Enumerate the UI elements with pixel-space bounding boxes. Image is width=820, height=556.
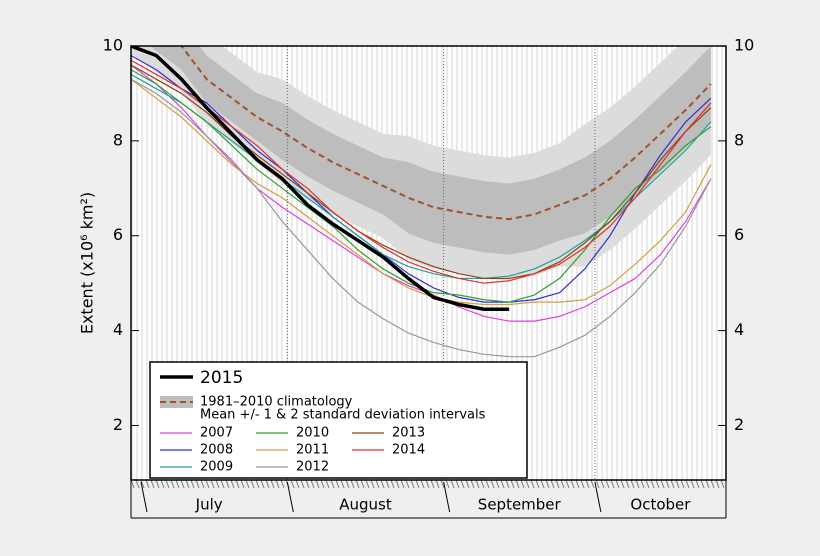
series-line [131,78,712,358]
legend-box [149,361,528,479]
legend-label: 2010 [296,426,329,441]
overlay [131,45,726,513]
month-tick [594,481,602,513]
legend-label: 1981–2010 climatology [200,395,353,410]
series-line [131,78,712,306]
series-line [131,54,712,303]
y-tick-label: 4 [113,320,123,339]
y2-tick-label: 8 [734,130,744,149]
y-tick-label: 6 [113,225,123,244]
series-line [131,64,712,322]
plot-frame [130,45,727,481]
legend-label: 2008 [200,443,233,458]
x-tick-label: August [339,496,392,514]
x-tick-label: September [478,496,562,514]
day-ticks [131,480,726,488]
legend-band-label: Mean +/- 1 & 2 standard deviation interv… [200,408,486,423]
month-tick [286,481,294,513]
y-tick-label: 10 [103,36,123,55]
legend-label: 2009 [200,460,233,475]
y-axis-label: Extent (x10⁶ km²) [78,192,97,334]
series-line [131,46,510,311]
x-tick-label: July [195,496,223,514]
y2-tick-label: 2 [734,415,744,434]
legend-band-swatch [160,396,193,408]
legend-label: 2015 [200,368,243,388]
month-tick [443,481,451,513]
legend-label: 2013 [392,426,425,441]
legend-label: 2014 [392,443,425,458]
y-tick-label: 2 [113,415,123,434]
legend-label: 2011 [296,443,329,458]
month-tick [140,481,148,513]
series-line [131,59,712,284]
series-line [131,64,712,280]
legend-label: 2007 [200,426,233,441]
band-sd1 [149,46,711,255]
legend-label: 2012 [296,460,329,475]
plot-layer [131,46,712,358]
y2-tick-label: 6 [734,225,744,244]
y2-tick-label: 4 [734,320,744,339]
series-line [179,46,712,221]
x-tick-label: October [630,496,691,514]
y-tick-label: 8 [113,130,123,149]
y2-tick-label: 10 [734,36,754,55]
